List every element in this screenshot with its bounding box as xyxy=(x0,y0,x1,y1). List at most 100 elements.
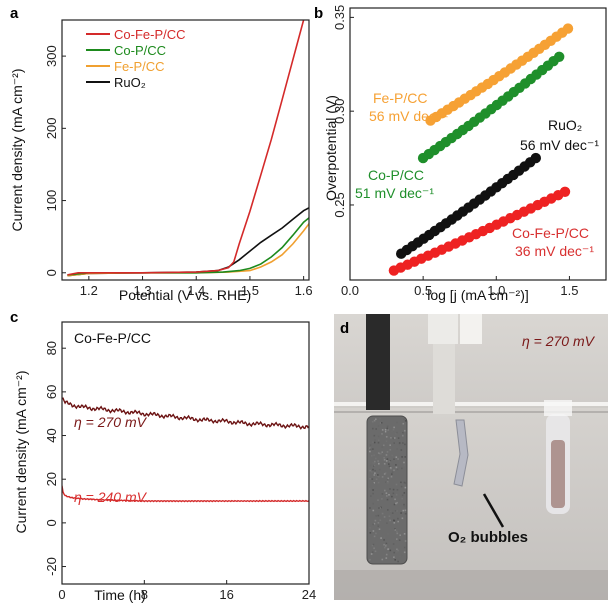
texture-dot xyxy=(385,553,388,556)
texture-dot xyxy=(396,501,398,504)
texture-dot xyxy=(398,539,401,541)
texture-dot xyxy=(395,432,397,435)
panel-b-xlabel: log [j (mA cm⁻²)] xyxy=(427,287,529,303)
texture-dot xyxy=(391,512,394,514)
texture-dot xyxy=(377,474,379,476)
texture-dot xyxy=(383,473,386,475)
annot-cop-slope: 51 mV dec⁻¹ xyxy=(355,185,434,201)
panel-a-letter: a xyxy=(10,5,19,22)
texture-dot xyxy=(390,437,392,439)
texture-dot xyxy=(388,494,390,496)
texture-dot xyxy=(396,448,398,450)
texture-dot xyxy=(379,422,382,424)
texture-dot xyxy=(385,454,388,456)
panel-a-ticks: 1.2 1.3 1.4 1.5 1.6 0 100 200 300 xyxy=(44,45,313,298)
annot-fep-name: Fe-P/CC xyxy=(373,90,427,106)
photo-bubble-label: O₂ bubbles xyxy=(448,529,528,546)
texture-dot xyxy=(386,481,389,484)
texture-dot xyxy=(403,481,406,484)
texture-dot xyxy=(395,464,397,466)
texture-dot xyxy=(386,498,389,501)
texture-dot xyxy=(395,502,397,505)
texture-dot xyxy=(381,451,383,453)
texture-dot xyxy=(373,474,376,476)
texture-dot xyxy=(390,475,393,478)
annot-eta-240: η = 240 mV xyxy=(74,489,148,505)
texture-dot xyxy=(403,546,406,549)
xtick-label: 1.0 xyxy=(487,283,505,298)
texture-dot xyxy=(377,452,380,455)
texture-dot xyxy=(373,454,375,457)
texture-dot xyxy=(378,507,380,509)
xtick-label: 16 xyxy=(219,587,233,602)
texture-dot xyxy=(374,469,376,472)
texture-dot xyxy=(391,471,394,473)
texture-dot xyxy=(377,524,379,527)
texture-dot xyxy=(374,472,376,474)
texture-dot xyxy=(372,427,374,430)
texture-dot xyxy=(370,448,372,451)
texture-dot xyxy=(383,543,385,546)
texture-dot xyxy=(372,482,374,484)
texture-dot xyxy=(393,469,395,472)
texture-dot xyxy=(403,418,405,420)
texture-dot xyxy=(386,522,388,524)
ytick-label: 100 xyxy=(44,190,59,212)
texture-dot xyxy=(372,441,374,444)
texture-dot xyxy=(392,488,395,491)
texture-dot xyxy=(386,458,389,460)
texture-dot xyxy=(402,434,404,437)
texture-dot xyxy=(397,517,399,520)
texture-dot xyxy=(398,443,401,446)
texture-dot xyxy=(385,436,388,438)
texture-dot xyxy=(383,457,385,459)
legend-label-cofep: Co-Fe-P/CC xyxy=(114,27,186,42)
texture-dot xyxy=(384,472,387,474)
panel-c-frame xyxy=(61,321,310,585)
texture-dot xyxy=(402,431,404,434)
texture-dot xyxy=(391,495,393,498)
xtick-label: 1.6 xyxy=(295,283,313,298)
texture-dot xyxy=(381,493,384,495)
panel-a-xlabel: Potential (V vs. RHE) xyxy=(119,287,251,303)
texture-dot xyxy=(384,428,387,431)
texture-dot xyxy=(395,466,398,469)
texture-dot xyxy=(394,529,397,531)
texture-dot xyxy=(375,515,377,517)
texture-dot xyxy=(404,456,406,458)
series-line-3 xyxy=(67,207,309,277)
texture-dot xyxy=(393,522,396,524)
xtick-label: 1.2 xyxy=(80,283,98,298)
texture-dot xyxy=(377,514,380,517)
panel-b-points xyxy=(388,23,574,276)
texture-dot xyxy=(369,447,371,449)
texture-dot xyxy=(378,468,381,471)
texture-dot xyxy=(385,460,388,462)
texture-dot xyxy=(384,489,386,492)
texture-dot xyxy=(399,534,401,536)
texture-dot xyxy=(372,489,374,491)
texture-dot xyxy=(391,454,393,457)
texture-dot xyxy=(378,475,380,478)
texture-dot xyxy=(381,558,384,561)
texture-dot xyxy=(371,478,374,480)
texture-dot xyxy=(377,425,380,427)
texture-dot xyxy=(392,437,395,440)
series-line-0 xyxy=(67,20,305,276)
texture-dot xyxy=(375,532,377,535)
texture-dot xyxy=(394,498,396,501)
texture-dot xyxy=(404,443,406,446)
texture-dot xyxy=(387,477,389,480)
texture-dot xyxy=(404,512,407,515)
panel-b-ylabel: Overpotential (V) xyxy=(323,95,339,201)
texture-dot xyxy=(404,482,407,484)
texture-dot xyxy=(403,503,405,506)
texture-dot xyxy=(383,539,385,541)
texture-dot xyxy=(404,486,407,489)
ytick-label: 0 xyxy=(44,519,59,526)
data-point-1 xyxy=(554,51,565,62)
texture-dot xyxy=(386,451,389,453)
texture-dot xyxy=(373,482,375,484)
texture-dot xyxy=(381,429,384,431)
texture-dot xyxy=(383,444,385,447)
